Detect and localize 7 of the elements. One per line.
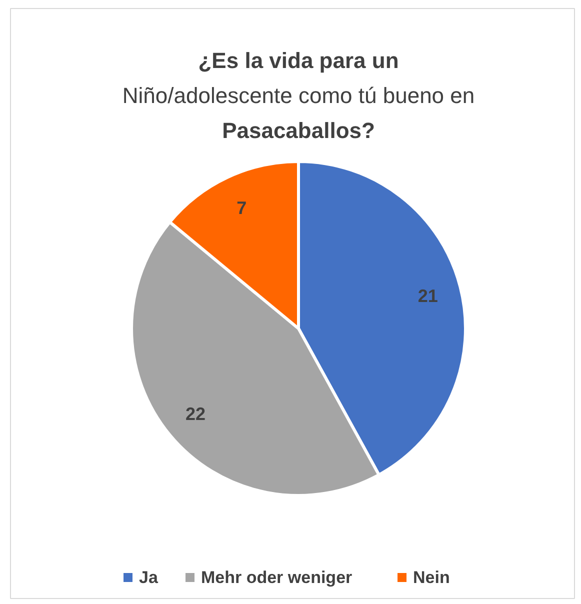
legend-label: Mehr oder weniger (201, 568, 353, 587)
legend-label: Ja (139, 568, 158, 587)
data-label: 22 (186, 404, 206, 424)
legend-label: Nein (413, 568, 450, 587)
data-label: 7 (236, 198, 247, 218)
data-label: 21 (418, 286, 438, 306)
chart-title: ¿Es la vida para un Niño/adolescente como tú bueno en Pasacaballos? (122, 48, 475, 143)
